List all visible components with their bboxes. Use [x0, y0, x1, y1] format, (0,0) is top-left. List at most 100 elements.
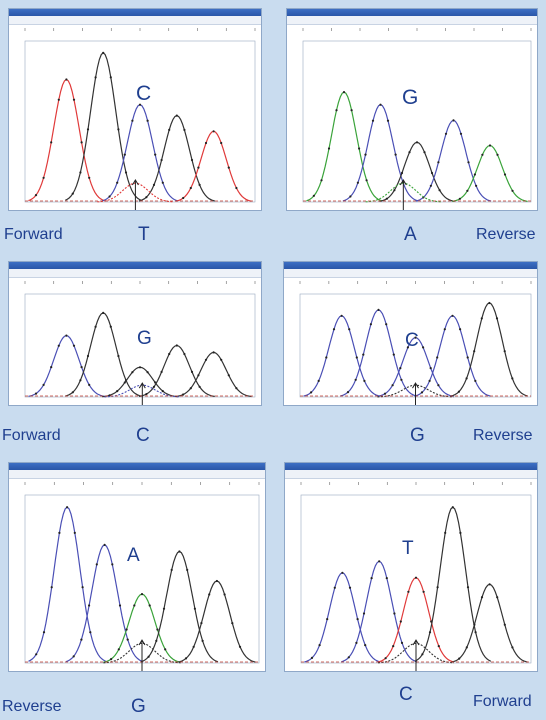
window-toolbar — [9, 470, 265, 479]
trace-point — [71, 192, 74, 195]
trace-point — [458, 197, 461, 200]
trace-point — [437, 161, 440, 164]
trace-point — [178, 550, 181, 553]
direction-label-1: Forward — [4, 226, 63, 243]
trace-point — [355, 356, 358, 359]
trace-peak — [303, 315, 380, 397]
trace-peak — [341, 560, 418, 663]
trace-point — [204, 358, 208, 361]
trace-point — [182, 196, 185, 200]
trace-point — [184, 657, 188, 660]
trace-point — [126, 638, 129, 641]
trace-point — [348, 586, 352, 589]
trace-point — [347, 656, 350, 659]
trace-point — [160, 158, 163, 162]
chromatogram-panel-2 — [286, 8, 538, 211]
trace-point — [385, 197, 388, 200]
trace-point — [220, 358, 223, 361]
trace-point — [400, 171, 404, 175]
trace-point — [198, 385, 201, 388]
trace-point — [423, 151, 426, 154]
arrow-head-icon — [399, 179, 407, 186]
trace-point — [436, 356, 439, 359]
trace-point — [369, 323, 372, 326]
trace-plot-3 — [24, 281, 256, 405]
trace-point — [102, 51, 105, 54]
trace-point — [123, 153, 126, 156]
trace-point — [175, 344, 178, 347]
trace-point — [147, 655, 150, 658]
main-base-2: G — [402, 86, 419, 109]
trace-point — [86, 354, 90, 358]
trace-point — [438, 189, 441, 192]
trace-point — [140, 593, 144, 596]
trace-point — [109, 76, 112, 79]
trace-peak — [138, 344, 215, 397]
window-titlebar — [284, 262, 537, 269]
trace-point — [235, 387, 238, 390]
trace-point — [80, 638, 83, 641]
main-base-1: C — [136, 82, 152, 105]
trace-point — [414, 336, 417, 339]
arrow-head-icon — [412, 639, 420, 646]
trace-point — [138, 103, 142, 106]
trace-point — [349, 195, 352, 198]
trace-point — [79, 379, 82, 382]
arrow-head-icon — [131, 179, 139, 186]
trace-point — [317, 379, 320, 382]
trace-point — [474, 379, 477, 382]
trace-point — [42, 383, 45, 386]
trace-point — [503, 623, 506, 626]
trace-point — [422, 590, 425, 593]
trace-point — [451, 314, 454, 317]
alt-base-2: A — [404, 224, 417, 245]
trace-point — [452, 119, 455, 122]
trace-point — [152, 385, 156, 388]
trace-point — [145, 196, 148, 199]
main-base-6: T — [402, 538, 414, 559]
trace-peak — [451, 302, 528, 397]
trace-point — [473, 173, 476, 176]
trace-peak — [65, 51, 142, 201]
plot-frame — [302, 40, 532, 203]
trace-point — [86, 128, 90, 131]
trace-point — [422, 346, 425, 349]
trace-point — [443, 328, 446, 331]
direction-label-6: Forward — [473, 693, 532, 710]
alt-base-1: T — [138, 224, 150, 245]
trace-point — [379, 103, 382, 106]
trace-peak — [452, 144, 528, 202]
trace-point — [392, 645, 395, 648]
trace-point — [66, 506, 69, 509]
trace-point — [503, 173, 507, 176]
trace-point — [496, 153, 499, 156]
trace-point — [116, 390, 119, 393]
trace-point — [511, 189, 514, 192]
trace-peak — [342, 104, 419, 202]
window-titlebar — [9, 262, 261, 269]
trace-peak — [306, 91, 382, 202]
trace-point — [183, 128, 186, 131]
trace-point — [312, 194, 315, 197]
trace-point — [164, 648, 167, 651]
chromatogram-panel-3 — [8, 261, 262, 406]
trace-point — [168, 128, 171, 131]
trace-point — [148, 604, 151, 607]
direction-label-2: Reverse — [476, 226, 536, 243]
trace-point — [480, 596, 484, 599]
trace-point — [386, 119, 390, 122]
trace-point — [465, 646, 468, 649]
trace-point — [117, 648, 120, 651]
trace-peak — [178, 580, 256, 663]
trace-point — [444, 132, 448, 135]
main-base-4: C — [405, 330, 419, 351]
trace-point — [362, 353, 365, 356]
trace-point — [117, 128, 120, 131]
trace-point — [73, 531, 76, 534]
trace-point — [327, 147, 331, 150]
trace-point — [466, 356, 469, 359]
trace-point — [103, 543, 106, 546]
trace-point — [109, 325, 112, 328]
trace-point — [146, 119, 149, 122]
trace-point — [155, 639, 158, 642]
